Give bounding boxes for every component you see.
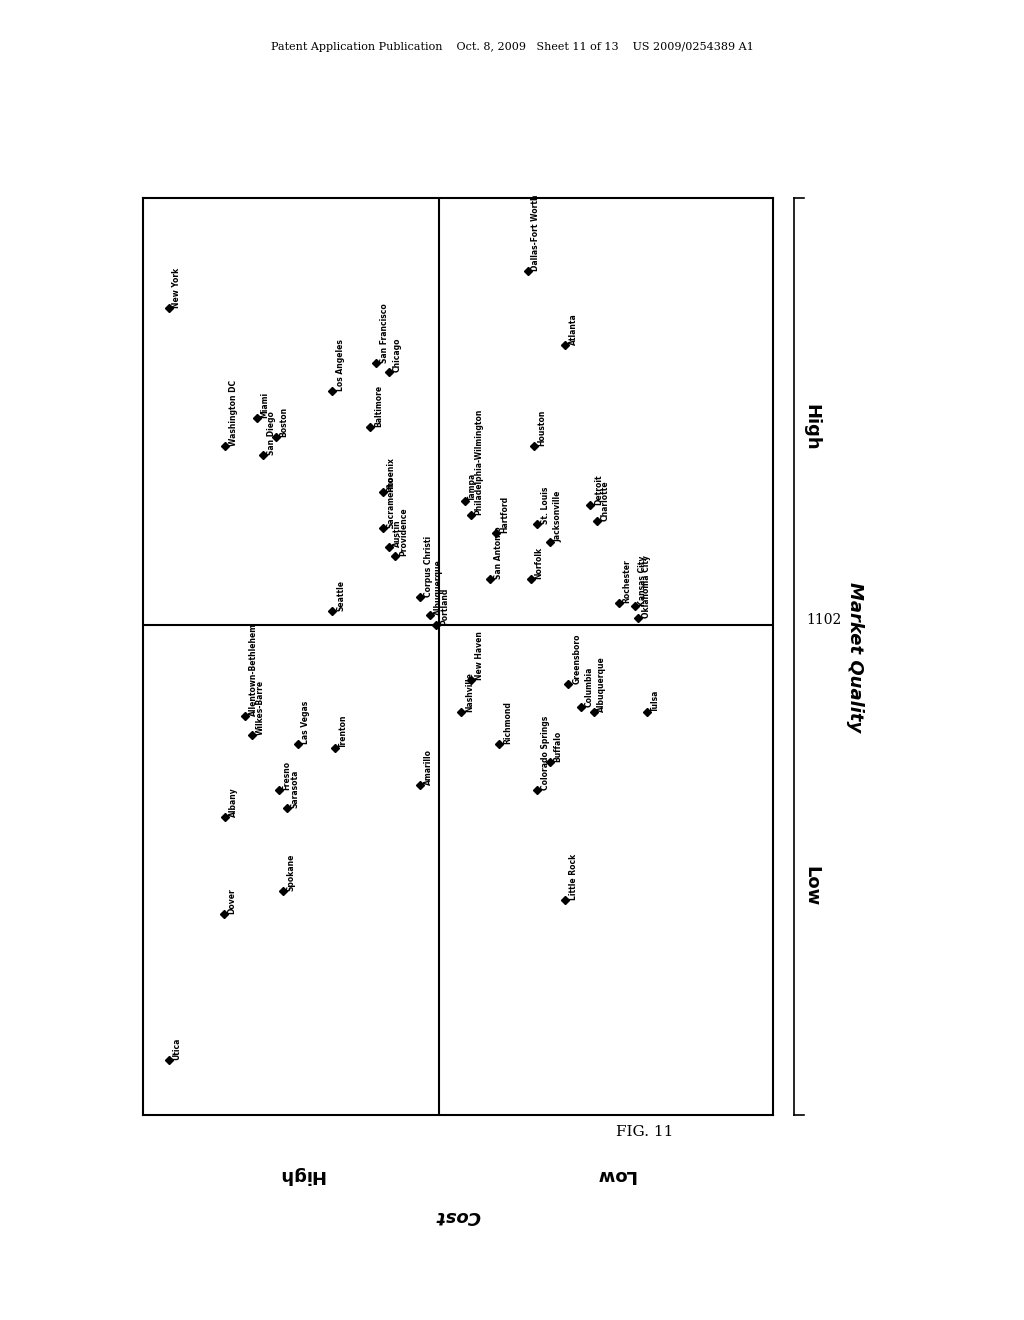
Text: Trenton: Trenton: [339, 715, 348, 748]
Text: Portland: Portland: [440, 587, 449, 624]
Text: Jacksonville: Jacksonville: [553, 491, 562, 543]
Text: Fresno: Fresno: [283, 760, 292, 789]
Text: Oklahoma City: Oklahoma City: [641, 556, 650, 618]
Text: Providence: Providence: [399, 507, 408, 556]
Text: Cost: Cost: [436, 1206, 480, 1225]
Text: Corpus Christi: Corpus Christi: [424, 536, 433, 597]
Text: Albuquerque: Albuquerque: [597, 656, 606, 711]
Text: San Diego: San Diego: [267, 411, 275, 455]
Text: Patent Application Publication    Oct. 8, 2009   Sheet 11 of 13    US 2009/02543: Patent Application Publication Oct. 8, 2…: [270, 42, 754, 53]
Text: Richmond: Richmond: [503, 701, 512, 744]
Text: Amarillo: Amarillo: [424, 750, 433, 785]
Text: Los Angeles: Los Angeles: [336, 339, 345, 391]
Text: High: High: [802, 404, 820, 450]
Text: FIG. 11: FIG. 11: [616, 1125, 674, 1139]
Text: San Francisco: San Francisco: [380, 304, 389, 363]
Text: St. Louis: St. Louis: [541, 486, 550, 524]
Text: Baltimore: Baltimore: [374, 385, 383, 428]
Text: Tampa: Tampa: [468, 473, 477, 500]
Text: Buffalo: Buffalo: [553, 731, 562, 762]
Text: Phoenix: Phoenix: [386, 457, 395, 491]
Text: Low: Low: [596, 1166, 636, 1184]
Text: Market Quality: Market Quality: [846, 582, 864, 731]
Text: Washington DC: Washington DC: [229, 380, 238, 446]
Text: Low: Low: [802, 866, 820, 906]
Text: Dallas-Fort Worth: Dallas-Fort Worth: [531, 195, 541, 272]
Text: Colorado Springs: Colorado Springs: [541, 715, 550, 789]
Text: High: High: [278, 1166, 325, 1184]
Text: Allentown-Bethlehem: Allentown-Bethlehem: [249, 623, 258, 717]
Text: Chicago: Chicago: [393, 338, 401, 372]
Text: Las Vegas: Las Vegas: [301, 701, 310, 744]
Text: Sarasota: Sarasota: [291, 770, 300, 808]
Text: Houston: Houston: [538, 409, 547, 446]
Text: Tulsa: Tulsa: [651, 689, 659, 711]
Text: San Antonio: San Antonio: [494, 527, 503, 578]
Text: Nashville: Nashville: [465, 672, 474, 711]
Text: Atlanta: Atlanta: [569, 313, 579, 345]
Text: Norfolk: Norfolk: [535, 546, 544, 578]
Text: New Haven: New Haven: [474, 631, 483, 680]
Text: Albany: Albany: [229, 788, 238, 817]
Text: Charlotte: Charlotte: [600, 480, 609, 521]
Text: Boston: Boston: [280, 407, 289, 437]
Text: Greensboro: Greensboro: [572, 634, 582, 684]
Text: Hartford: Hartford: [500, 496, 509, 533]
Text: Kansas City: Kansas City: [638, 556, 647, 606]
Text: New York: New York: [172, 268, 181, 308]
Text: Spokane: Spokane: [287, 853, 296, 891]
Text: 1102: 1102: [806, 614, 841, 627]
Text: Utica: Utica: [172, 1038, 181, 1060]
Text: Rochester: Rochester: [623, 560, 632, 603]
Text: Philadelphia-Wilmington: Philadelphia-Wilmington: [474, 408, 483, 515]
Text: Miami: Miami: [260, 392, 269, 418]
Text: Seattle: Seattle: [336, 579, 345, 611]
Text: Albuquerque: Albuquerque: [434, 560, 442, 615]
Text: Detroit: Detroit: [594, 475, 603, 506]
Text: Sacramento: Sacramento: [386, 477, 395, 528]
Text: Little Rock: Little Rock: [569, 854, 579, 900]
Text: Austin: Austin: [393, 519, 401, 546]
Text: Columbia: Columbia: [585, 667, 594, 708]
Text: Wilkes-Barre: Wilkes-Barre: [255, 680, 264, 735]
Text: Dover: Dover: [227, 888, 237, 913]
